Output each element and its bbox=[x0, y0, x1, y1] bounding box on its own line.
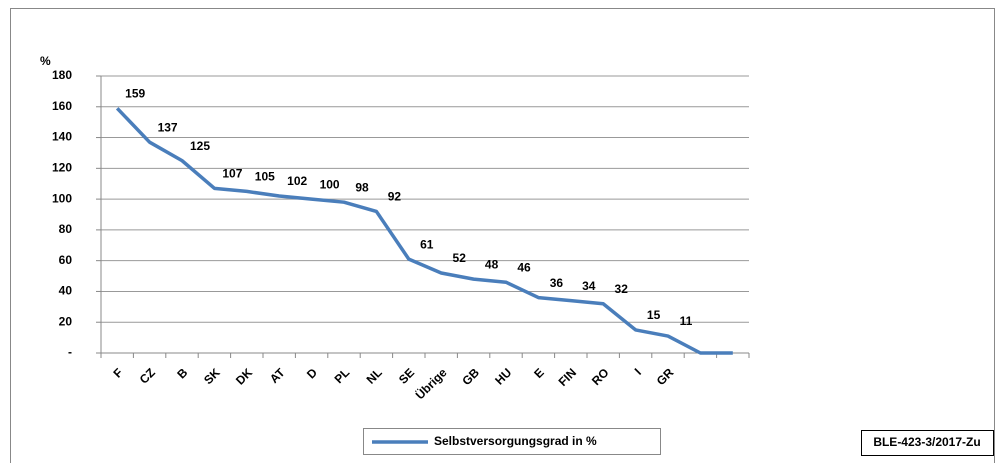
data-line bbox=[115, 107, 733, 355]
x-tick-label: SE bbox=[396, 365, 417, 386]
x-tick-label: AT bbox=[267, 365, 288, 386]
legend-label: Selbstversorgungsgrad in % bbox=[434, 434, 597, 448]
x-tick-label: B bbox=[174, 365, 190, 381]
data-label: 100 bbox=[320, 177, 340, 191]
source-box bbox=[861, 430, 994, 456]
data-label: 159 bbox=[125, 86, 145, 100]
data-label: 46 bbox=[517, 260, 531, 274]
chart-frame bbox=[10, 8, 995, 463]
source-note: BLE-423-3/2017-Zu bbox=[873, 435, 980, 449]
y-tick-label: 140 bbox=[52, 130, 72, 144]
data-label: 36 bbox=[550, 276, 564, 290]
x-tick-label: RO bbox=[589, 365, 612, 388]
y-tick-label: 40 bbox=[59, 284, 73, 298]
x-tick-label: FIN bbox=[556, 365, 580, 389]
y-tick-label: 60 bbox=[59, 253, 73, 267]
data-label: 137 bbox=[158, 120, 178, 134]
data-label: 102 bbox=[287, 174, 307, 188]
data-label: 32 bbox=[615, 282, 629, 296]
data-label: 125 bbox=[190, 139, 210, 153]
x-tick-label: GR bbox=[654, 365, 677, 388]
x-tick-label: CZ bbox=[137, 365, 158, 386]
data-label: 34 bbox=[582, 279, 596, 293]
x-tick-label: GB bbox=[459, 365, 482, 388]
x-tick-label: DK bbox=[233, 365, 255, 387]
data-label: 48 bbox=[485, 257, 499, 271]
data-label: 107 bbox=[222, 167, 242, 181]
x-tick-label: PL bbox=[332, 365, 353, 386]
data-label: 15 bbox=[647, 308, 661, 322]
x-tick-label: HU bbox=[492, 365, 514, 387]
y-tick-label: 120 bbox=[52, 161, 72, 175]
x-tick-label: I bbox=[632, 365, 644, 377]
legend-box bbox=[363, 428, 661, 455]
y-tick-label: 100 bbox=[52, 191, 72, 205]
x-tick-label: D bbox=[304, 365, 320, 381]
y-tick-label: - bbox=[68, 345, 72, 359]
x-tick-label: E bbox=[531, 365, 547, 381]
x-tick-label: NL bbox=[364, 365, 385, 386]
data-label: 98 bbox=[355, 180, 369, 194]
x-tick-label: SK bbox=[201, 365, 223, 387]
x-tick-label: Übrige bbox=[412, 365, 450, 403]
data-label: 92 bbox=[388, 190, 402, 204]
x-tick-label: F bbox=[110, 365, 125, 380]
data-label: 52 bbox=[453, 251, 467, 265]
data-label: 105 bbox=[255, 170, 275, 184]
data-label: 61 bbox=[420, 237, 434, 251]
data-label: 11 bbox=[680, 314, 693, 328]
y-tick-label: 180 bbox=[52, 68, 72, 82]
y-tick-label: 20 bbox=[59, 314, 73, 328]
y-axis-label: % bbox=[40, 54, 51, 68]
y-tick-label: 160 bbox=[52, 99, 72, 113]
y-tick-label: 80 bbox=[59, 222, 73, 236]
